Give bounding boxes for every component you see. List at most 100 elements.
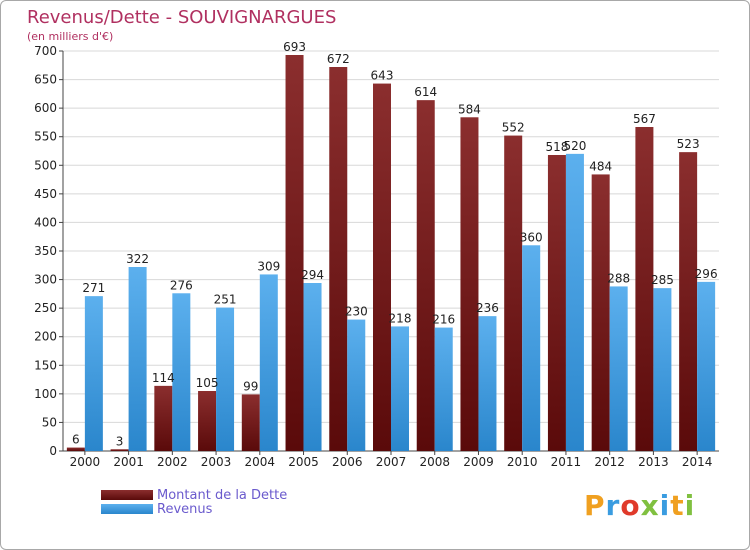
bar-debt-2001 — [110, 449, 129, 451]
bar-revenue-2010 — [522, 245, 541, 451]
bar-debt-2013 — [635, 127, 654, 451]
y-tick-label-700: 700 — [34, 44, 57, 58]
data-label-revenue-2004: 309 — [257, 259, 280, 273]
data-label-revenue-2012: 288 — [607, 271, 630, 285]
y-tick-label-100: 100 — [34, 387, 57, 401]
x-tick-label-2009: 2009 — [463, 455, 494, 469]
data-label-revenue-2001: 322 — [126, 252, 149, 266]
data-label-revenue-2002: 276 — [170, 278, 193, 292]
x-tick-label-2010: 2010 — [507, 455, 538, 469]
x-tick-label-2003: 2003 — [201, 455, 232, 469]
x-tick-label-2014: 2014 — [682, 455, 713, 469]
y-tick-label-150: 150 — [34, 358, 57, 372]
bar-revenue-2012 — [609, 286, 628, 451]
bar-debt-2012 — [591, 174, 610, 451]
bar-revenue-2009 — [478, 316, 497, 451]
legend-swatch-revenue — [101, 504, 153, 514]
logo-letter: t — [670, 489, 685, 522]
data-label-debt-2009: 584 — [458, 102, 481, 116]
bar-revenue-2003 — [216, 307, 235, 451]
bar-revenue-2014 — [697, 281, 716, 451]
data-label-revenue-2007: 218 — [389, 311, 412, 325]
data-label-revenue-2006: 230 — [345, 305, 368, 319]
bar-debt-2010 — [504, 135, 523, 452]
y-tick-label-300: 300 — [34, 273, 57, 287]
data-label-revenue-2014: 296 — [695, 267, 718, 281]
data-label-debt-2012: 484 — [589, 159, 612, 173]
y-tick-label-500: 500 — [34, 158, 57, 172]
data-label-debt-2014: 523 — [677, 137, 700, 151]
data-label-debt-2010: 552 — [502, 121, 525, 135]
data-label-debt-2013: 567 — [633, 112, 656, 126]
data-label-debt-2004: 99 — [243, 379, 258, 393]
x-tick-label-2000: 2000 — [70, 455, 101, 469]
y-tick-label-600: 600 — [34, 101, 57, 115]
data-labels: 6 271 3 322 114 276 105 251 99 309 693 294 672 230 643… — [72, 40, 718, 448]
legend-label-revenue: Revenus — [157, 501, 213, 517]
x-tick-label-2011: 2011 — [551, 455, 582, 469]
y-tick-label-350: 350 — [34, 244, 57, 258]
logo-letter: P — [584, 489, 606, 522]
bar-debt-2000 — [66, 447, 85, 451]
data-label-debt-2008: 614 — [414, 85, 437, 99]
bar-revenue-2007 — [391, 326, 409, 451]
y-tick-label-550: 550 — [34, 130, 57, 144]
bar-debt-2004 — [241, 394, 260, 451]
bar-revenue-2005 — [303, 283, 322, 451]
y-tick-label-200: 200 — [34, 330, 57, 344]
data-label-revenue-2011: 520 — [563, 139, 586, 153]
data-label-debt-2006: 672 — [327, 52, 350, 66]
y-tick-label-650: 650 — [34, 73, 57, 87]
data-label-debt-2007: 643 — [371, 69, 394, 83]
bar-revenue-2000 — [84, 296, 103, 451]
bar-debt-2005 — [285, 55, 304, 451]
data-label-debt-2001: 3 — [116, 434, 124, 448]
data-label-debt-2005: 693 — [283, 40, 306, 54]
y-tick-label-450: 450 — [34, 187, 57, 201]
data-label-debt-2002: 114 — [152, 371, 175, 385]
logo-letter: i — [684, 489, 696, 522]
bar-revenue-2013 — [653, 288, 672, 451]
x-tick-label-2007: 2007 — [376, 455, 407, 469]
bar-revenue-2011 — [565, 153, 584, 451]
y-tick-label-0: 0 — [49, 444, 57, 458]
data-label-revenue-2005: 294 — [301, 268, 324, 282]
bar-revenue-2006 — [347, 319, 366, 451]
logo-letter: x — [640, 489, 660, 522]
x-tick-label-2013: 2013 — [638, 455, 669, 469]
data-label-debt-2011: 518 — [545, 140, 568, 154]
bar-revenue-2004 — [259, 274, 278, 451]
x-tick-label-2004: 2004 — [245, 455, 276, 469]
x-tick-label-2001: 2001 — [113, 455, 144, 469]
chart-subtitle: (en milliers d'€) — [27, 30, 114, 43]
logo-letter: r — [605, 489, 621, 522]
tick-labels: 0 50 100 150 200 250 300 350 400 450 500 550 600 650 7… — [34, 44, 712, 469]
bar-debt-2007 — [373, 83, 391, 452]
bar-debt-2014 — [679, 152, 698, 451]
bar-debt-2002 — [154, 385, 173, 451]
x-tick-label-2005: 2005 — [288, 455, 319, 469]
x-tick-label-2006: 2006 — [332, 455, 363, 469]
x-tick-label-2008: 2008 — [419, 455, 450, 469]
data-label-debt-2003: 105 — [196, 376, 219, 390]
data-label-revenue-2003: 251 — [214, 293, 237, 307]
logo-letter: i — [659, 489, 671, 522]
proxiti-logo: Proxiti — [584, 489, 695, 522]
data-label-revenue-2010: 360 — [520, 230, 543, 244]
legend-label-debt: Montant de la Dette — [157, 487, 288, 503]
y-tick-label-400: 400 — [34, 215, 57, 229]
data-label-revenue-2009: 236 — [476, 301, 499, 315]
bar-debt-2009 — [460, 117, 479, 452]
bar-revenue-2001 — [128, 267, 147, 451]
data-label-revenue-2008: 216 — [432, 313, 455, 327]
data-label-debt-2000: 6 — [72, 433, 80, 447]
data-label-revenue-2013: 285 — [651, 273, 674, 287]
bars — [66, 55, 716, 452]
legend-item-debt: Montant de la Dette — [101, 487, 288, 503]
chart-title: Revenus/Dette - SOUVIGNARGUES — [27, 7, 337, 28]
legend-swatch-debt — [101, 490, 153, 500]
y-tick-label-250: 250 — [34, 301, 57, 315]
x-tick-label-2012: 2012 — [594, 455, 625, 469]
x-tick-label-2002: 2002 — [157, 455, 188, 469]
